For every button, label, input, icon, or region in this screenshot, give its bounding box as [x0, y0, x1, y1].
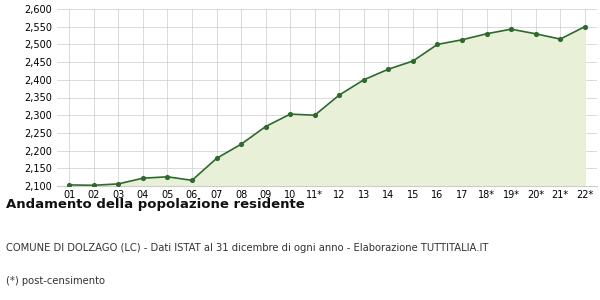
- Point: [334, 93, 344, 98]
- Point: [89, 183, 98, 188]
- Point: [359, 77, 368, 82]
- Point: [482, 32, 491, 36]
- Text: COMUNE DI DOLZAGO (LC) - Dati ISTAT al 31 dicembre di ogni anno - Elaborazione T: COMUNE DI DOLZAGO (LC) - Dati ISTAT al 3…: [6, 243, 488, 253]
- Point: [383, 67, 393, 72]
- Point: [310, 113, 320, 118]
- Point: [457, 38, 467, 42]
- Point: [433, 42, 442, 47]
- Text: Andamento della popolazione residente: Andamento della popolazione residente: [6, 198, 305, 211]
- Point: [163, 174, 172, 179]
- Text: (*) post-censimento: (*) post-censimento: [6, 276, 105, 286]
- Point: [580, 24, 590, 29]
- Point: [113, 182, 123, 186]
- Point: [212, 156, 221, 161]
- Point: [261, 124, 271, 129]
- Point: [531, 32, 541, 36]
- Point: [187, 178, 197, 183]
- Point: [236, 142, 246, 147]
- Point: [408, 58, 418, 63]
- Point: [64, 182, 74, 187]
- Point: [286, 112, 295, 116]
- Point: [506, 27, 516, 32]
- Point: [138, 176, 148, 181]
- Point: [556, 37, 565, 41]
